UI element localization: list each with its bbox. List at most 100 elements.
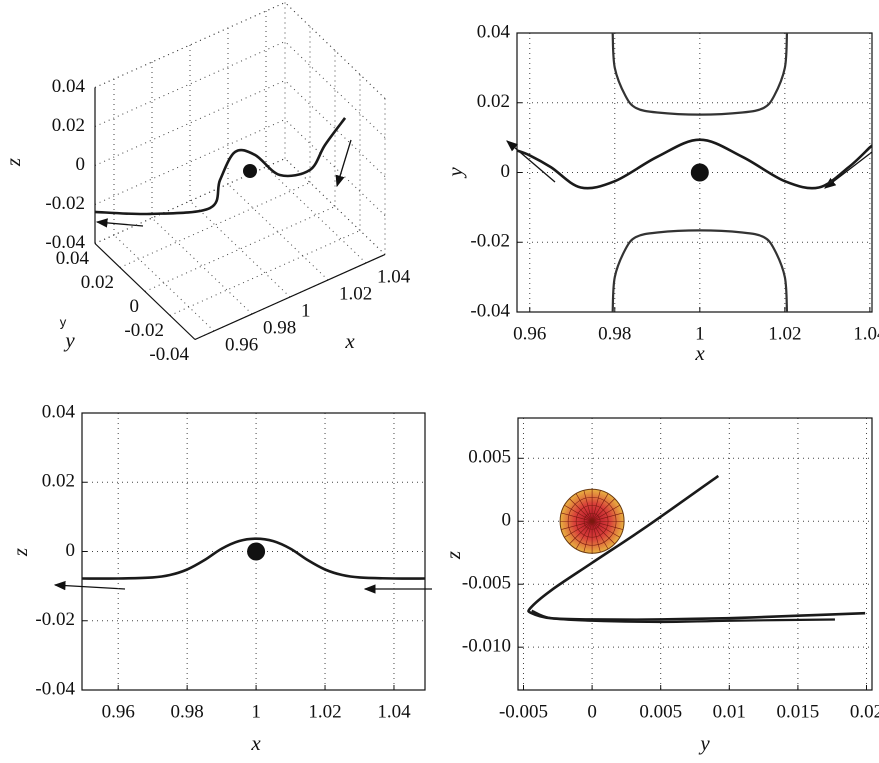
z-tick-label: 0.02: [52, 115, 85, 136]
moon: [690, 163, 709, 182]
y-tick-label: -0.005: [462, 573, 511, 594]
y-tick-label: 0.04: [477, 21, 511, 42]
panel: -0.010 -0.005 0 0.005 -0.005 0 0.005 0.01 0.015 0…: [441, 417, 879, 755]
trajectory: [94, 117, 347, 216]
x-tick-label: 0.98: [598, 323, 631, 344]
y-axis: [94, 243, 196, 340]
grid-line: [94, 80, 286, 166]
panel: -0.04 -0.02 0 0.02 0.04 0.96 0.98 1 1.02 1.04 x z: [8, 401, 426, 755]
z-tick-label: 0: [76, 154, 86, 175]
arrow: [824, 151, 873, 189]
grid-line: [227, 183, 329, 281]
x-tick-label: -0.005: [499, 701, 548, 722]
z-tick-label: 0.04: [52, 76, 86, 97]
x-tick-label: 0.98: [263, 317, 296, 338]
x-tick-label: 1: [251, 701, 261, 722]
x-tick-label: 1.04: [377, 701, 411, 722]
x-tick-label: 0.96: [102, 701, 135, 722]
x-tick-label: 1.04: [377, 266, 411, 287]
grid-line: [113, 234, 215, 332]
arrow: [53, 580, 126, 591]
x-tick-label: 1: [301, 300, 311, 321]
x-axis-label: x: [344, 329, 355, 353]
grid-line: [151, 217, 253, 315]
y-tick-label: -0.02: [124, 320, 164, 341]
moon: [243, 164, 257, 178]
y-tick-label: 0: [130, 296, 140, 317]
arrow: [506, 140, 556, 183]
trajectory: [611, 229, 789, 312]
x-axis-label: x: [250, 731, 261, 755]
y-tick-label: 0.02: [477, 91, 510, 112]
y-tick-label: 0.04: [56, 248, 90, 269]
trajectory: [517, 138, 872, 190]
x-tick-label: 0: [587, 701, 597, 722]
x-tick-label: 0.02: [850, 701, 879, 722]
x-tick-label: 0.01: [713, 701, 746, 722]
moon: [247, 542, 266, 561]
z-tick-label: -0.04: [45, 232, 85, 253]
trajectory: [611, 33, 789, 116]
x-tick-label: 1: [695, 323, 705, 344]
z-axis-label: z: [1, 158, 25, 167]
y-tick-label: -0.010: [462, 636, 511, 657]
y-tick-label: 0.02: [81, 272, 114, 293]
x-tick-label: 1.02: [768, 323, 801, 344]
y-tick-label: -0.04: [470, 300, 510, 321]
grid-line: [284, 119, 386, 216]
plot-area: [82, 537, 425, 580]
y-tick-label: 0: [501, 161, 511, 182]
moon-grid: [561, 512, 624, 530]
y-tick-label: 0.005: [468, 447, 511, 468]
y-tick-label: -0.02: [35, 609, 75, 630]
x-tick-label: 1.02: [308, 701, 341, 722]
y-tick-label: 0: [66, 540, 76, 561]
y-tick-label: -0.04: [149, 344, 189, 365]
x-tick-label: 1.02: [339, 283, 372, 304]
x-tick-label: 0.96: [513, 323, 546, 344]
grid-line: [119, 182, 311, 268]
grid-line: [284, 80, 386, 177]
grid-line: [169, 230, 361, 316]
y-axis-label-small: y: [60, 314, 67, 329]
arrow: [95, 218, 144, 228]
grid-line: [144, 206, 336, 292]
plot-area: [527, 474, 866, 624]
arrows: [53, 139, 873, 594]
plot-frame: [516, 32, 873, 313]
trajectory: [531, 609, 835, 624]
x-axis-label: y: [698, 731, 710, 755]
y-tick-label: 0: [502, 510, 512, 531]
y-axis-label: y: [443, 167, 467, 179]
plot-frame: [81, 412, 426, 691]
x-tick-label: 0.96: [225, 334, 258, 355]
plot-area: [517, 33, 872, 312]
y-axis-label: z: [441, 551, 465, 560]
z-tick-label: -0.02: [45, 193, 85, 214]
plot-frame: [517, 417, 873, 691]
grid-line: [189, 200, 291, 298]
y-tick-label: 0.02: [42, 471, 75, 492]
grid-line: [265, 166, 367, 264]
grid-line: [94, 41, 286, 127]
trajectory: [82, 537, 425, 580]
x-tick-label: 1.04: [853, 323, 879, 344]
x-tick-label: 0.98: [171, 701, 204, 722]
y-tick-label: -0.02: [470, 231, 510, 252]
trajectory: [527, 474, 866, 621]
panel-3d: -0.04-0.0200.020.04-0.04-0.0200.020.040.…: [1, 2, 411, 365]
y-axis-label: y: [63, 328, 75, 352]
y-tick-label: -0.04: [35, 678, 75, 699]
box-edge: [284, 2, 386, 99]
y-axis-label: z: [8, 548, 32, 557]
grid-line: [94, 119, 286, 205]
y-tick-label: 0.04: [42, 401, 76, 422]
grid-line: [284, 41, 386, 138]
panel: -0.04 -0.02 0 0.02 0.04 0.96 0.98 1 1.02 1.04 x y: [443, 21, 879, 364]
x-tick-label: 0.015: [777, 701, 820, 722]
x-axis: [194, 253, 386, 341]
moon: [559, 488, 625, 554]
arrow: [335, 139, 352, 188]
